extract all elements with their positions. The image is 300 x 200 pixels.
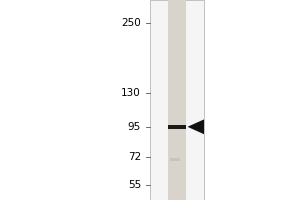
Bar bbox=[169, 158, 180, 161]
Text: 55: 55 bbox=[128, 180, 141, 190]
Text: 95: 95 bbox=[128, 122, 141, 132]
Polygon shape bbox=[188, 119, 204, 134]
Bar bbox=[150, 0, 204, 200]
Bar bbox=[168, 0, 186, 200]
Text: 130: 130 bbox=[121, 88, 141, 98]
Text: 250: 250 bbox=[121, 18, 141, 28]
Bar bbox=[168, 125, 186, 129]
Text: 72: 72 bbox=[128, 152, 141, 162]
